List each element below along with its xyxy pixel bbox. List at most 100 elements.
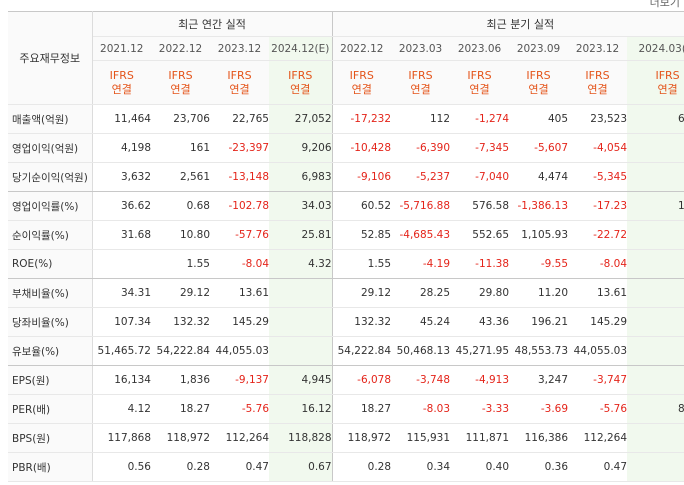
basis-header: IFRS 연결 xyxy=(450,60,510,105)
table-cell: 112 xyxy=(391,104,451,134)
basis-header: IFRS 연결 xyxy=(509,60,569,105)
period-header: 2023.09 xyxy=(509,36,569,61)
table-cell: 28.25 xyxy=(391,278,451,308)
basis-scope: 연결 xyxy=(351,82,372,96)
period-header: 2022.12 xyxy=(151,36,210,61)
basis-standard: IFRS xyxy=(526,68,551,82)
basis-standard: IFRS xyxy=(349,68,374,82)
table-cell: 4,945 xyxy=(269,365,333,395)
table-cell: 196.21 xyxy=(509,307,569,337)
table-row: 당기순이익(억원) 3,632 2,561 -13,148 6,983 -9,106 -5,… xyxy=(8,162,684,192)
table-cell: 576.58 xyxy=(450,191,510,221)
table-cell: 29.12 xyxy=(332,278,392,308)
table-cell: 44,055.03 xyxy=(210,336,269,366)
basis-scope: 연결 xyxy=(170,82,191,96)
row-label: 매출액(억원) xyxy=(8,104,93,134)
table-cell: 0.56 xyxy=(92,452,151,482)
row-label: PER(배) xyxy=(8,394,93,424)
row-label: BPS(원) xyxy=(8,423,93,453)
basis-scope: 연결 xyxy=(111,82,132,96)
table-cell: 50,468.13 xyxy=(391,336,451,366)
row-header-title: 주요재무정보 xyxy=(8,11,93,105)
table-cell xyxy=(269,336,333,366)
table-cell: 112,264 xyxy=(210,423,269,453)
table-cell: -3.33 xyxy=(450,394,510,424)
table-cell: -9,106 xyxy=(332,162,392,192)
table-cell: -17.23 xyxy=(568,191,628,221)
table-cell: 25.81 xyxy=(269,220,333,250)
basis-standard: IFRS xyxy=(467,68,492,82)
basis-header: IFRS 연결 xyxy=(391,60,451,105)
table-cell: 4,198 xyxy=(92,133,151,163)
table-cell: 13.67 xyxy=(627,191,684,221)
table-cell: -8.04 xyxy=(568,249,628,279)
table-cell: -6,390 xyxy=(391,133,451,163)
table-cell: -9.55 xyxy=(509,249,569,279)
table-cell: 118,972 xyxy=(151,423,210,453)
table-cell: 0.28 xyxy=(332,452,392,482)
table-cell: 3,247 xyxy=(509,365,569,395)
table-cell: 80.85 xyxy=(627,394,684,424)
table-cell: 145.29 xyxy=(210,307,269,337)
table-cell: -22.72 xyxy=(568,220,628,250)
table-cell: 4,474 xyxy=(509,162,569,192)
table-cell: 44,055.03 xyxy=(568,336,628,366)
table-cell: 132.32 xyxy=(332,307,392,337)
table-cell: 118,972 xyxy=(332,423,392,453)
table-cell: 145.29 xyxy=(568,307,628,337)
period-header: 2023.03 xyxy=(391,36,451,61)
table-cell: -11.38 xyxy=(450,249,510,279)
table-cell xyxy=(627,249,684,279)
basis-standard: IFRS xyxy=(288,68,313,82)
basis-header: IFRS 연결 xyxy=(210,60,269,105)
table-cell: -102.78 xyxy=(210,191,269,221)
table-cell: 850 xyxy=(627,133,684,163)
table-cell: -7,345 xyxy=(450,133,510,163)
row-label: 영업이익(억원) xyxy=(8,133,93,163)
table-cell: 16,134 xyxy=(92,365,151,395)
table-cell: 29.80 xyxy=(450,278,510,308)
table-cell xyxy=(269,307,333,337)
table-cell: 43.36 xyxy=(450,307,510,337)
table-cell: -1,274 xyxy=(450,104,510,134)
table-cell xyxy=(92,249,151,279)
table-cell xyxy=(269,278,333,308)
table-cell: 405 xyxy=(509,104,569,134)
table-cell xyxy=(627,220,684,250)
table-cell: 2,561 xyxy=(151,162,210,192)
table-cell: 116,386 xyxy=(509,423,569,453)
period-header: 2024.12(E) xyxy=(269,36,333,61)
table-row: PBR(배) 0.56 0.28 0.47 0.67 0.28 0.34 0.40 0.36 0.… xyxy=(8,452,684,482)
basis-header: IFRS 연결 xyxy=(332,60,392,105)
table-cell xyxy=(627,452,684,482)
table-cell: 22,765 xyxy=(210,104,269,134)
basis-header: IFRS 연결 xyxy=(269,60,333,105)
table-cell: 118,828 xyxy=(269,423,333,453)
row-label: PBR(배) xyxy=(8,452,93,482)
basis-scope: 연결 xyxy=(528,82,549,96)
basis-header: IFRS 연결 xyxy=(92,60,151,105)
table-cell: -5.76 xyxy=(568,394,628,424)
period-header-row: 2021.12 2022.12 2023.12 2024.12(E) 2022.12 20… xyxy=(8,36,684,61)
basis-standard: IFRS xyxy=(168,68,193,82)
table-cell: 45.24 xyxy=(391,307,451,337)
table-cell: 161 xyxy=(151,133,210,163)
table-cell: 0.67 xyxy=(269,452,333,482)
table-row: 부채비율(%) 34.31 29.12 13.61 29.12 28.25 29.80 11.… xyxy=(8,278,684,308)
table-cell: 112,264 xyxy=(568,423,628,453)
more-link[interactable]: 더보기 xyxy=(649,0,680,9)
row-label: 당기순이익(억원) xyxy=(8,162,93,192)
table-cell: 4.32 xyxy=(269,249,333,279)
row-label: 영업이익률(%) xyxy=(8,191,93,221)
table-cell: 6,983 xyxy=(269,162,333,192)
table-cell: 0.28 xyxy=(151,452,210,482)
table-cell: -5,345 xyxy=(568,162,628,192)
table-cell: 0.68 xyxy=(151,191,210,221)
table-cell: 34.03 xyxy=(269,191,333,221)
table-cell: 16.12 xyxy=(269,394,333,424)
basis-standard: IFRS xyxy=(408,68,433,82)
table-cell: 11,464 xyxy=(92,104,151,134)
period-header: 2023.12 xyxy=(568,36,628,61)
table-cell: -7,040 xyxy=(450,162,510,192)
table-cell: -57.76 xyxy=(210,220,269,250)
